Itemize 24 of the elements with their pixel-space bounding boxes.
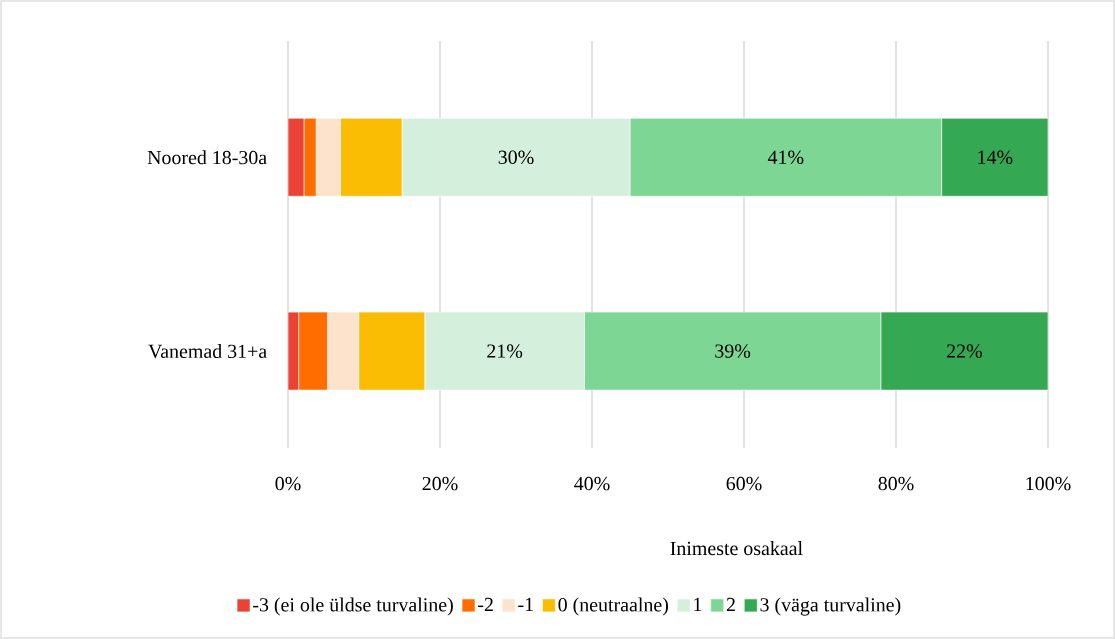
x-tick-label: 80%: [878, 476, 914, 491]
legend-label: -1: [518, 597, 533, 612]
data-label: 22%: [947, 344, 982, 358]
legend-label: 2: [726, 597, 735, 612]
x-tick-label: 20%: [422, 476, 458, 491]
bar: [941, 117, 1049, 197]
legend-label: 0 (neutraalne): [558, 597, 668, 616]
legend-label: -2: [478, 597, 493, 612]
data-label: 41%: [767, 150, 804, 165]
data-label: 14%: [978, 150, 1013, 165]
x-tick-label: 60%: [726, 476, 762, 491]
x-tick-label: 0%: [275, 476, 301, 491]
y-tick-label: Noored 18-30a: [147, 150, 267, 165]
data-label: 21%: [487, 344, 523, 358]
x-axis-title: Inimeste osakaal: [670, 541, 803, 556]
y-tick-label: Vanemad 31+a: [148, 344, 267, 359]
data-label: 30%: [498, 150, 534, 165]
bar: [880, 311, 1049, 391]
x-tick-label: 100%: [1026, 476, 1071, 491]
legend-label: 3 (väga turvaline): [760, 597, 901, 616]
x-tick-label: 40%: [574, 476, 610, 491]
data-label: 39%: [715, 344, 751, 358]
legend-label: -3 (ei ole üldse turvaline): [253, 597, 453, 616]
legend-label: 1: [694, 597, 702, 612]
